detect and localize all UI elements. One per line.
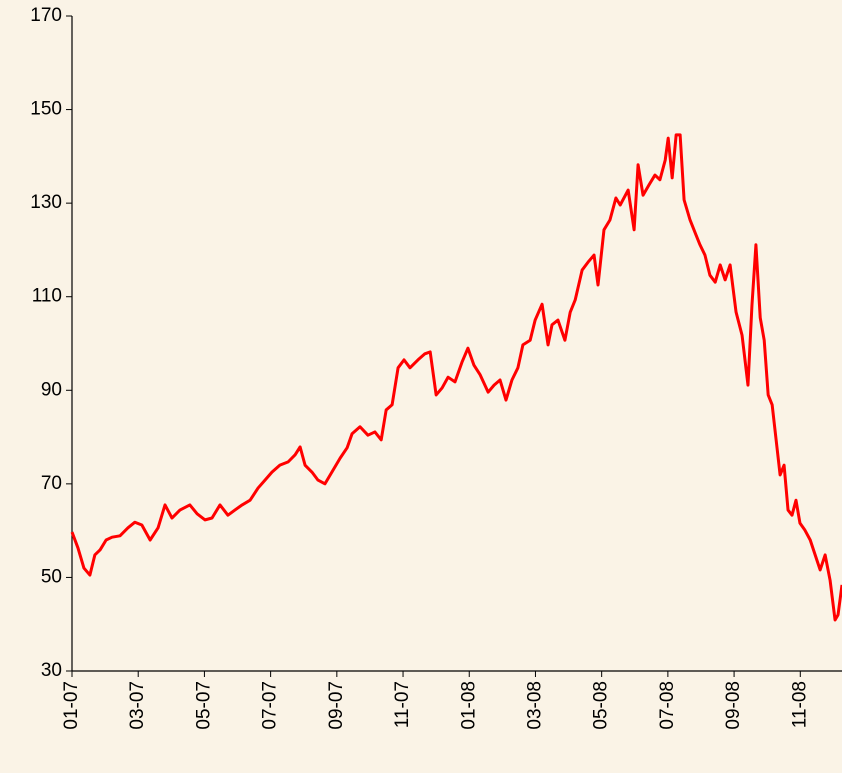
x-tick-label: 03-07 <box>127 681 148 730</box>
x-tick-label: 09-08 <box>723 681 744 730</box>
x-tick-label: 05-08 <box>591 681 612 730</box>
x-tick-label: 07-07 <box>260 681 281 730</box>
y-tick-label: 30 <box>41 660 62 681</box>
x-tick-label: 11-08 <box>789 681 810 728</box>
y-tick-label: 50 <box>41 566 62 587</box>
y-tick-label: 150 <box>30 99 62 120</box>
y-tick-label: 130 <box>30 192 62 213</box>
x-tick-label: 01-07 <box>61 681 82 730</box>
y-tick-label: 70 <box>41 473 62 494</box>
y-tick-label: 170 <box>30 5 62 26</box>
y-tick-label: 110 <box>32 286 62 307</box>
x-tick-label: 11-07 <box>392 681 413 728</box>
x-tick-label: 05-07 <box>193 681 214 730</box>
x-tick-label: 01-08 <box>458 681 479 730</box>
y-tick-label: 90 <box>41 379 62 400</box>
x-tick-label: 07-08 <box>657 681 678 730</box>
series-line <box>70 133 842 622</box>
x-tick-label: 03-08 <box>524 681 545 730</box>
x-tick-label: 09-07 <box>326 681 347 730</box>
